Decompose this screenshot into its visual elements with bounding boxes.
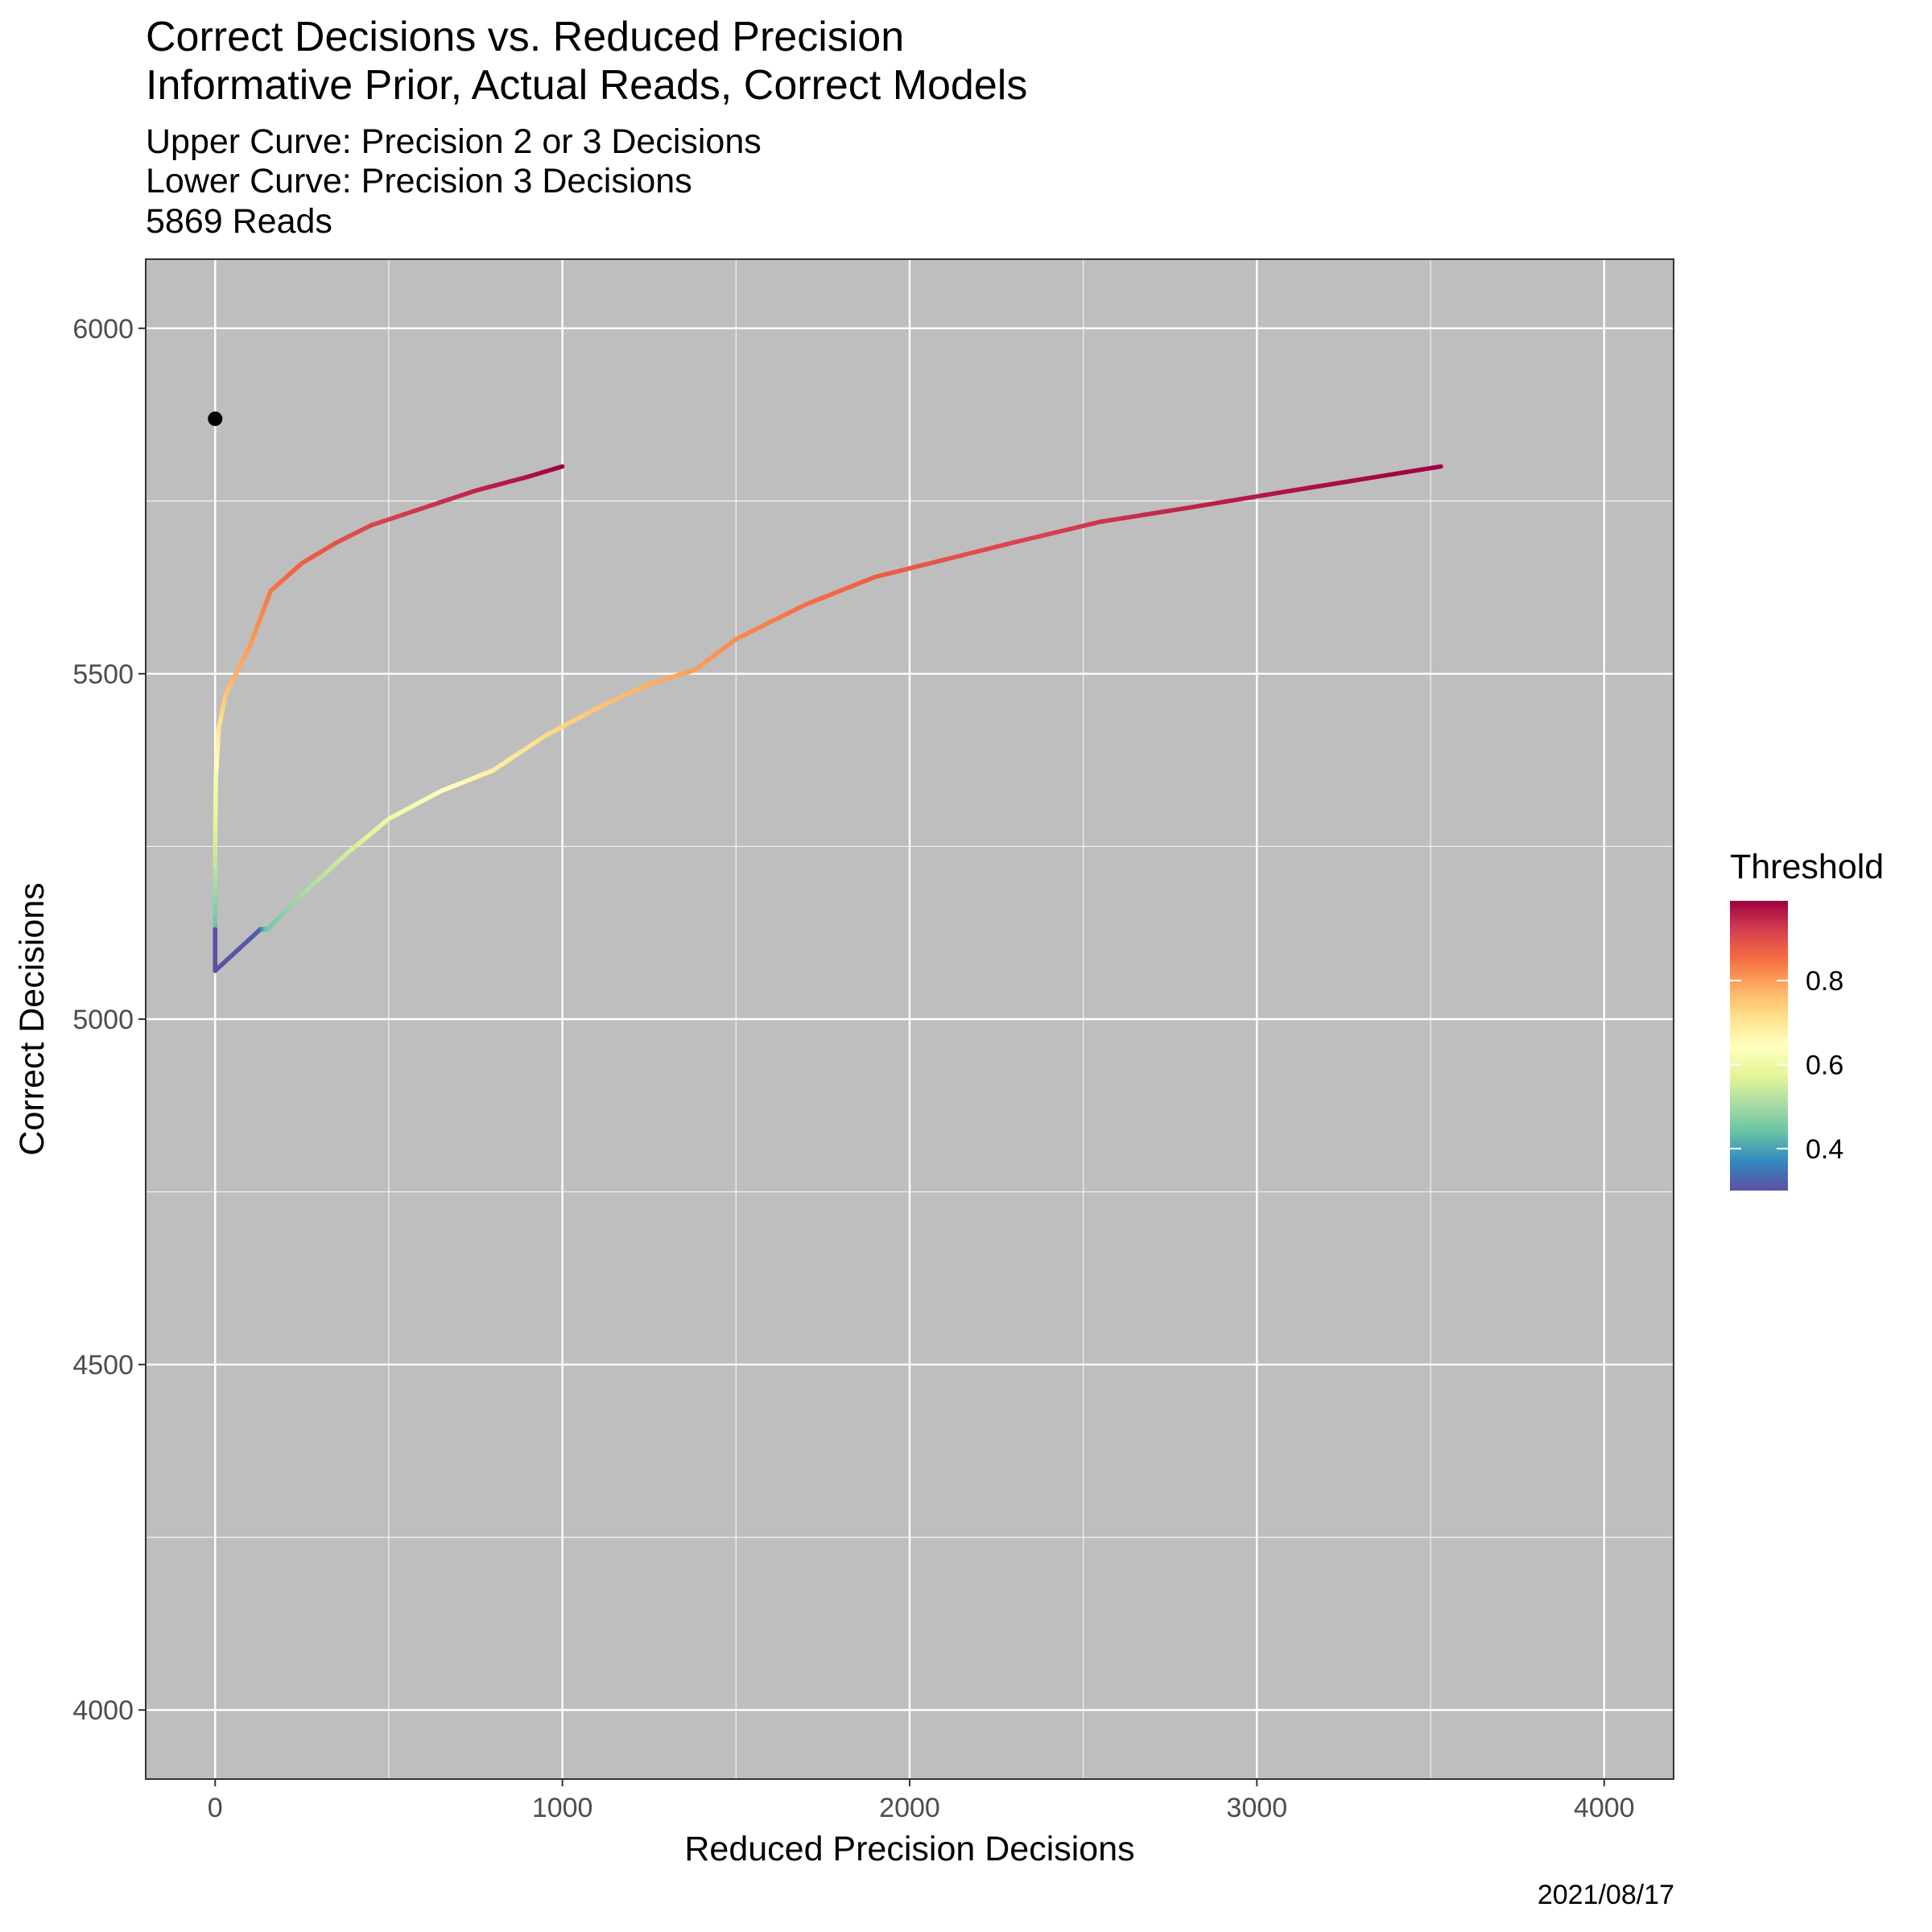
series-segment xyxy=(1401,467,1425,475)
series-segment xyxy=(555,464,565,470)
legend-label: 0.6 xyxy=(1806,1050,1843,1080)
axis-ticks xyxy=(138,327,1605,1786)
x-tick-labels: 0 1000 2000 3000 4000 xyxy=(208,1793,1635,1823)
series-segment xyxy=(1382,470,1406,478)
y-tick-label: 6000 xyxy=(72,314,134,345)
subtitle-line-2: Lower Curve: Precision 3 Decisions xyxy=(146,162,692,200)
y-axis-label: Correct Decisions xyxy=(13,882,52,1155)
chart-title-line-2: Informative Prior, Actual Reads, Correct… xyxy=(146,62,1028,109)
legend-colorbar xyxy=(1730,901,1788,1191)
series-line xyxy=(213,464,565,973)
y-tick-label: 5500 xyxy=(72,659,134,690)
y-tick-label: 5000 xyxy=(72,1005,134,1035)
series-layer xyxy=(213,464,1443,973)
y-tick-label: 4000 xyxy=(72,1695,134,1726)
y-tick-labels: 4000 4500 5000 5500 6000 xyxy=(72,314,134,1726)
legend-label: 0.8 xyxy=(1806,966,1843,997)
subtitle-line-1: Upper Curve: Precision 2 or 3 Decisions xyxy=(146,122,762,161)
caption-date: 2021/08/17 xyxy=(1537,1880,1674,1910)
y-tick-label: 4500 xyxy=(72,1350,134,1381)
series-segment xyxy=(1307,482,1331,490)
grid-major xyxy=(146,259,1674,1779)
legend: Threshold 0.4 0.6 0.8 xyxy=(1730,848,1884,1191)
data-point xyxy=(208,411,223,427)
x-axis-label: Reduced Precision Decisions xyxy=(684,1830,1134,1868)
x-tick-label: 2000 xyxy=(879,1793,940,1823)
series-segment xyxy=(1364,473,1388,481)
series-segment xyxy=(1289,485,1313,493)
x-tick-label: 1000 xyxy=(532,1793,593,1823)
x-tick-label: 3000 xyxy=(1227,1793,1288,1823)
series-segment xyxy=(1420,464,1443,472)
series-line xyxy=(213,464,1443,973)
legend-ticks: 0.4 0.6 0.8 xyxy=(1730,966,1843,1165)
series-segment xyxy=(1327,479,1350,487)
x-tick-label: 4000 xyxy=(1574,1793,1635,1823)
legend-title: Threshold xyxy=(1730,848,1884,886)
subtitle-line-3: 5869 Reads xyxy=(146,202,332,241)
x-tick-label: 0 xyxy=(208,1793,223,1823)
chart-title: Correct Decisions vs. Reduced Precision xyxy=(146,14,905,60)
legend-label: 0.4 xyxy=(1806,1134,1843,1165)
series-segment xyxy=(1345,476,1368,484)
points-layer xyxy=(208,411,223,427)
